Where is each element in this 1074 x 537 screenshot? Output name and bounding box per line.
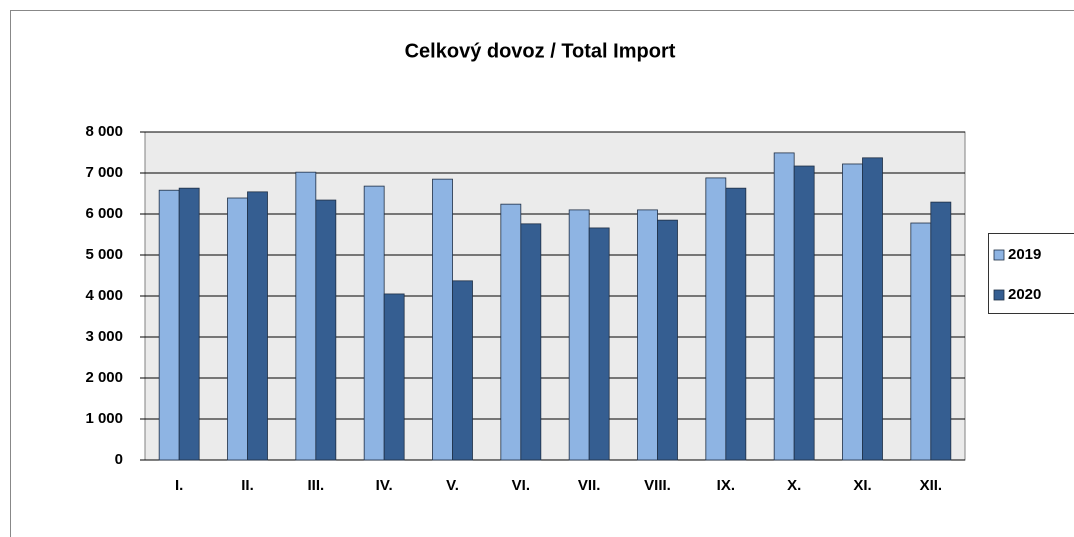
y-tick-label: 7 000 (85, 164, 123, 181)
bar (432, 178, 453, 461)
y-tick-label: 2 000 (85, 369, 123, 386)
x-tick-label: I. (175, 477, 183, 494)
y-tick-label: 4 000 (85, 287, 123, 304)
bar (637, 209, 658, 461)
x-tick-label: X. (787, 477, 801, 494)
x-tick-label: IV. (376, 477, 393, 494)
y-tick-label: 3 000 (85, 328, 123, 345)
bar (862, 157, 883, 461)
x-tick-label: VII. (578, 477, 601, 494)
x-tick-label: IX. (717, 477, 735, 494)
y-tick-label: 6 000 (85, 205, 123, 222)
x-tick-label: II. (241, 477, 254, 494)
bar (500, 203, 522, 461)
x-tick-label: VIII. (644, 477, 671, 494)
bar (705, 177, 727, 461)
x-tick-label: VI. (512, 477, 530, 494)
y-tick-label: 5 000 (85, 246, 123, 263)
bar (158, 189, 180, 461)
bar (363, 185, 385, 461)
legend-swatch (993, 249, 1005, 261)
y-tick-label: 1 000 (85, 410, 123, 427)
bar (178, 187, 200, 461)
x-tick-label: XI. (853, 477, 871, 494)
bar (227, 197, 248, 461)
x-tick-label: III. (307, 477, 324, 494)
y-tick-label: 0 (115, 451, 123, 468)
bar (793, 165, 815, 461)
x-tick-label: V. (446, 477, 459, 494)
x-tick-label: XII. (920, 477, 943, 494)
legend-swatch (993, 289, 1005, 301)
chart-title: Celkový dovoz / Total Import (405, 40, 676, 62)
bar (930, 201, 952, 461)
bar (657, 219, 678, 461)
legend-label: 2020 (1008, 286, 1041, 303)
bar (452, 280, 473, 461)
bar (315, 199, 337, 461)
y-tick-label: 8 000 (85, 123, 123, 140)
bar (520, 223, 542, 461)
bar (247, 191, 268, 461)
bar (588, 227, 610, 461)
bar (725, 187, 747, 461)
bar (568, 209, 590, 461)
bar (773, 152, 795, 461)
bar (842, 163, 863, 461)
bar (295, 171, 317, 461)
bar (383, 293, 405, 461)
bar (910, 222, 932, 461)
legend-label: 2019 (1008, 246, 1041, 263)
